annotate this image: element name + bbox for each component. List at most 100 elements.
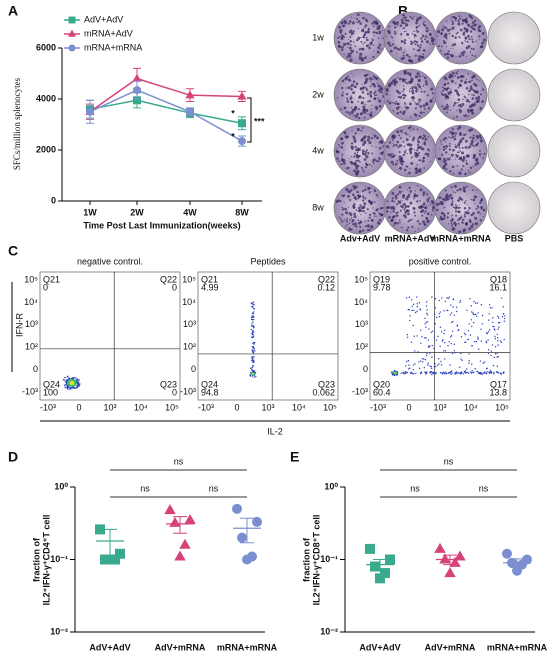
spot <box>373 97 377 101</box>
spot <box>373 83 376 87</box>
event <box>251 332 253 334</box>
spot <box>367 27 371 31</box>
spot <box>380 213 384 217</box>
event <box>249 367 252 369</box>
spot <box>396 214 399 217</box>
spot <box>481 42 483 45</box>
spot <box>457 101 459 104</box>
spot <box>465 139 468 143</box>
event <box>488 319 490 321</box>
spot <box>410 87 412 90</box>
spot <box>351 130 353 132</box>
spot <box>345 110 348 114</box>
event <box>452 298 455 301</box>
spot <box>464 215 467 218</box>
event <box>477 348 480 350</box>
marker <box>439 553 451 564</box>
spot <box>474 101 476 104</box>
event <box>473 313 475 316</box>
spot <box>388 25 391 28</box>
spot <box>352 169 356 173</box>
spot <box>357 221 361 225</box>
spot <box>449 156 452 158</box>
event <box>75 377 77 379</box>
spot <box>451 214 454 217</box>
event <box>65 381 68 384</box>
spot <box>401 226 403 229</box>
spot <box>480 153 482 155</box>
spot <box>400 162 404 166</box>
spot <box>347 52 351 56</box>
spot <box>465 161 468 164</box>
spot <box>478 35 481 38</box>
event <box>255 375 257 378</box>
spot <box>396 52 398 54</box>
spot <box>373 76 376 79</box>
spot <box>358 96 361 99</box>
spot <box>360 138 364 142</box>
spot <box>472 144 475 148</box>
spot <box>442 86 444 88</box>
annotation: * <box>231 108 235 118</box>
spot <box>463 213 466 216</box>
event <box>452 306 454 308</box>
spot <box>446 46 448 48</box>
x-tick-label: 0 <box>406 402 411 412</box>
spot <box>445 98 447 100</box>
y-tick-label: 2000 <box>36 144 56 154</box>
spot <box>414 113 418 117</box>
event <box>471 311 473 313</box>
event <box>477 336 479 338</box>
spot <box>349 218 351 221</box>
spot <box>366 138 370 142</box>
spot <box>381 29 383 32</box>
spot <box>378 218 382 222</box>
spot <box>348 46 352 50</box>
event <box>252 321 254 323</box>
spot <box>412 128 415 131</box>
spot <box>348 113 351 116</box>
spot <box>466 40 469 43</box>
event <box>76 380 78 383</box>
spot <box>466 211 470 215</box>
spot <box>346 100 350 103</box>
event <box>66 383 69 385</box>
spot <box>377 196 379 198</box>
spot <box>392 155 395 158</box>
spot <box>455 72 458 75</box>
spot <box>355 209 357 211</box>
spot <box>398 158 401 161</box>
spot <box>430 87 434 91</box>
event <box>425 321 427 323</box>
event <box>500 341 503 343</box>
event <box>445 372 448 375</box>
spot <box>465 78 468 80</box>
event <box>468 323 470 325</box>
event <box>413 335 415 337</box>
spot <box>403 85 405 87</box>
spot <box>345 77 348 80</box>
spot <box>372 31 376 34</box>
spot <box>402 27 405 29</box>
spot <box>457 222 459 225</box>
spot <box>339 216 341 219</box>
spot <box>448 32 451 35</box>
spot <box>411 95 414 98</box>
spot <box>426 212 430 216</box>
spot <box>342 195 345 198</box>
event <box>451 321 453 324</box>
spot <box>451 228 455 231</box>
spot <box>417 89 420 91</box>
spot <box>362 209 365 213</box>
event <box>435 339 438 341</box>
spot <box>404 49 406 51</box>
spot <box>338 143 340 146</box>
spot <box>467 44 471 48</box>
spot <box>357 206 361 210</box>
spot <box>370 202 373 206</box>
spot <box>346 135 349 138</box>
spot <box>427 29 430 32</box>
spot <box>426 94 429 97</box>
spot <box>448 75 450 78</box>
marker <box>169 516 181 527</box>
